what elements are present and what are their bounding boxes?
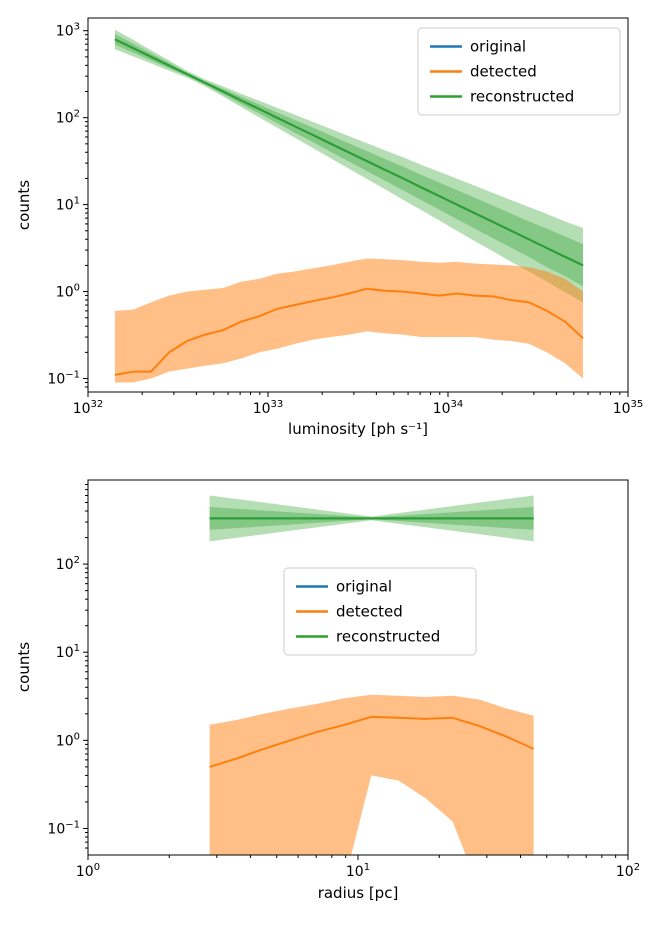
y-tick-label: 103 (56, 22, 80, 40)
x-tick-label: 100 (76, 862, 100, 880)
x-tick-label: 101 (346, 862, 370, 880)
detected-band (114, 258, 584, 383)
bottom-x-axis-label: radius [pc] (317, 884, 399, 902)
legend-box (283, 567, 477, 656)
x-tick-label: 1032 (73, 399, 104, 417)
radius-chart-svg: 100 101 102 10−1 100 101 102 original detected re… (47, 479, 640, 880)
y-tick-label: 102 (56, 109, 80, 127)
x-tick-label: 102 (616, 862, 640, 880)
x-tick-label: 1035 (613, 399, 644, 417)
top-x-axis-label: luminosity [ph s⁻¹] (288, 420, 428, 438)
top-y-axis-label: counts (15, 179, 33, 231)
axis-ticks (83, 484, 629, 860)
y-tick-label: 100 (56, 731, 80, 749)
plot-area (209, 495, 535, 855)
legend-entry-reconstructed: reconstructed (470, 88, 574, 106)
reconstructed-line (114, 38, 584, 267)
y-tick-label: 102 (56, 555, 80, 573)
y-tick-label: 100 (56, 283, 80, 301)
detected-line (114, 287, 584, 376)
x-tick-label: 1033 (253, 399, 284, 417)
luminosity-chart-svg: 1032 1033 1034 1035 10−1 100 101 102 103 original… (47, 17, 644, 417)
detected-band (209, 694, 534, 855)
axis-ticks (83, 30, 629, 397)
legend-entry-detected: detected (336, 603, 403, 621)
reconstructed-band-outer (114, 29, 584, 303)
reconstructed-band-inner (114, 34, 584, 287)
legend-box (417, 27, 621, 116)
y-tick-label: 101 (56, 643, 80, 661)
bottom-y-axis-label: counts (15, 641, 33, 693)
plot-area (114, 29, 584, 383)
legend-entry-original: original (470, 38, 526, 56)
legend-entry-reconstructed: reconstructed (336, 628, 440, 646)
y-tick-label: 10−1 (47, 819, 80, 837)
legend-entry-detected: detected (470, 63, 537, 81)
y-tick-label: 101 (56, 196, 80, 214)
x-tick-label: 1034 (433, 399, 464, 417)
detected-line (209, 715, 535, 768)
legend-entry-original: original (336, 578, 392, 596)
y-tick-label: 10−1 (47, 370, 80, 388)
